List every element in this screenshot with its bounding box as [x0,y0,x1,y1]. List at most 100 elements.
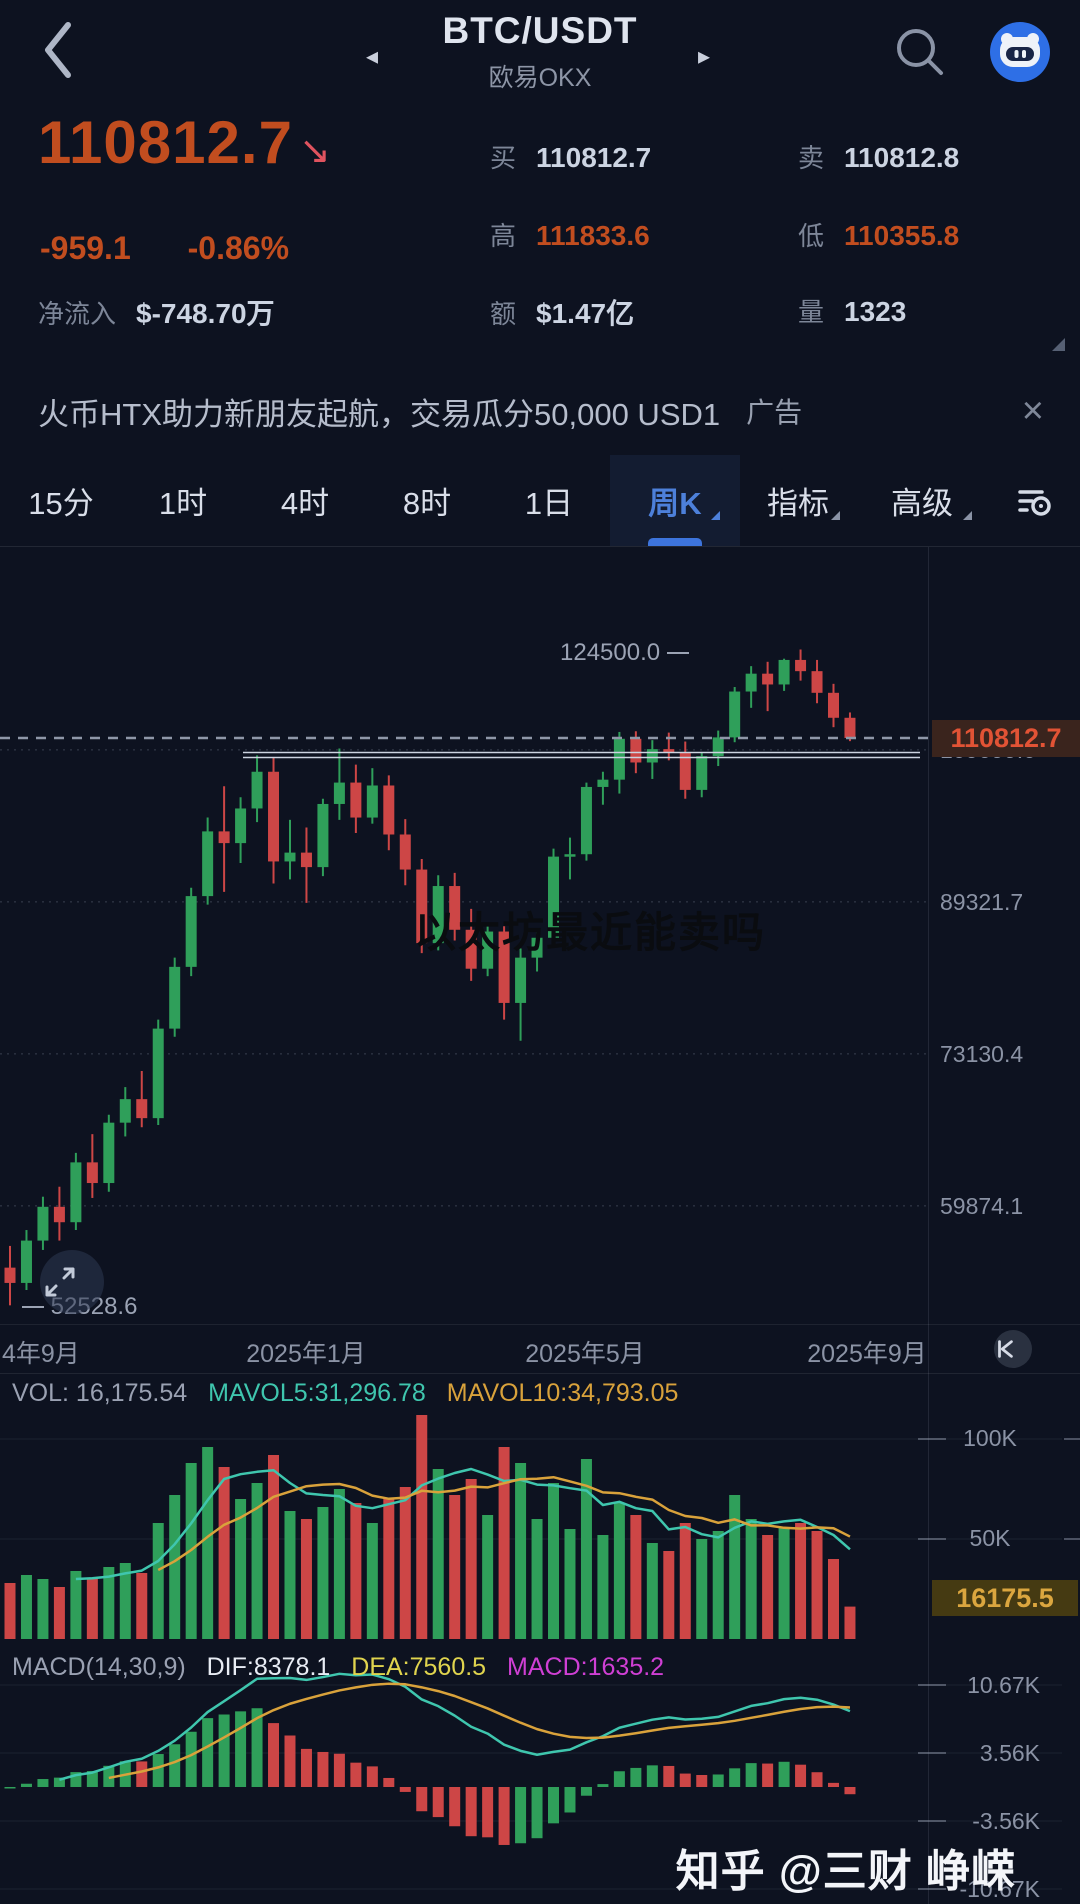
volume-bars-layer [4,1415,856,1639]
search-icon [897,29,943,75]
mavol10-value: MAVOL10:34,793.05 [446,1379,679,1407]
date-axis-label: 4年9月 [2,1340,80,1368]
macd-value: MACD:1635.2 [507,1653,665,1681]
low-stat: 低 110355.8 [798,216,959,253]
volume-axis-label: 100K [963,1425,1017,1451]
tab-指标[interactable]: 指标 [740,455,856,546]
last-price: 110812.7 ↘ [38,108,332,177]
macd-axis-label: -3.56K [972,1808,1040,1835]
chart-area: 124500.0 52528.6 110812.7 以太坊最近能卖吗 VOL: … [0,546,1080,1904]
price-change-row: -959.1 -0.86% [40,230,337,267]
ask-stat: 卖 110812.8 [798,138,959,175]
dropdown-corner-icon [711,511,720,520]
jump-to-latest-button[interactable] [994,1330,1032,1368]
amount-label: 额 [490,299,517,329]
volume-pane[interactable] [0,1374,1080,1646]
assistant-button[interactable] [988,20,1052,84]
tab-1日[interactable]: 1日 [488,455,610,546]
volume-badge: 16175.5 [932,1580,1078,1616]
price-summary: 110812.7 ↘ -959.1 -0.86% 净流入 $-748.70万 买 11… [0,100,1080,375]
ad-text: 火币HTX助力新朋友起航，交易瓜分50,000 USD1 [38,396,721,432]
dif-line [59,1672,851,1781]
price-change: -959.1 [40,230,131,266]
date-axis-label: 2025年1月 [246,1340,366,1368]
dropdown-corner-icon [831,511,840,520]
volume-header: VOL: 16,175.54 MAVOL5:31,296.78 MAVOL10:… [12,1379,692,1408]
indicator-settings-button[interactable] [988,455,1080,546]
next-pair-arrow[interactable]: ▸ [698,43,711,70]
tab-label: 高级 [891,486,953,521]
overlay-watermark-text: 以太坊最近能卖吗 [413,909,766,956]
dea-value: DEA:7560.5 [351,1653,487,1681]
low-value: 110355.8 [844,220,960,251]
volume-axis-label: 50K [969,1525,1011,1551]
dea-line [108,1682,851,1780]
date-axis-label: 2025年9月 [807,1340,927,1368]
tab-label: 15分 [28,486,94,521]
high-value: 111833.6 [536,220,650,251]
ask-label: 卖 [798,143,825,173]
tab-周K[interactable]: 周K [610,455,740,546]
net-inflow-label: 净流入 [38,299,117,329]
pair-title-group: ◂ BTC/USDT ▸ 欧易OKX [0,10,1080,94]
price-direction-icon: ↘ [298,130,332,172]
tab-高级[interactable]: 高级 [856,455,988,546]
date-axis-label: 2025年5月 [525,1340,645,1368]
tab-label: 周K [648,486,702,521]
macd-axis-label: 10.67K [967,1671,1040,1698]
skip-to-start-icon [998,1340,1013,1358]
macd-histogram-layer [4,1708,856,1845]
timeframe-tab-bar: 15分 1时 4时 8时 1日 周K 指标 高级 [0,455,1080,546]
net-inflow: 净流入 $-748.70万 [38,292,275,332]
last-price-badge: 110812.7 [932,720,1080,757]
price-axis-label: 73130.4 [940,1040,1024,1067]
macd-axis-label: -10.67K [959,1876,1040,1902]
macd-axis-label: 3.56K [979,1739,1040,1766]
tab-4时[interactable]: 4时 [244,455,366,546]
selected-tab-underline [648,538,702,546]
high-stat: 高 111833.6 [490,216,650,253]
macd-pane[interactable] [0,1646,1080,1904]
high-label: 高 [490,221,517,251]
bid-value: 110812.7 [536,142,652,173]
high-price-marker: 124500.0 [560,639,689,667]
axis-separator-line [928,547,929,1904]
back-button[interactable] [28,12,88,88]
tab-8时[interactable]: 8时 [366,455,488,546]
tab-1时[interactable]: 1时 [122,455,244,546]
date-axis [0,1324,1080,1374]
tab-label: 指标 [767,486,829,521]
chevron-left-icon [45,22,71,78]
tab-15分[interactable]: 15分 [0,455,122,546]
search-button[interactable] [888,20,952,84]
tab-label: 8时 [402,486,452,521]
volume-value: 1323 [844,296,907,327]
low-label: 低 [798,221,825,251]
high-price-marker-value: 124500.0 [560,639,661,666]
candles-layer [4,649,856,1306]
prev-pair-arrow[interactable]: ◂ [366,43,379,70]
price-axis-label: 89321.7 [940,888,1024,915]
ad-close-icon[interactable]: × [1021,390,1044,432]
mavol5-value: MAVOL5:31,296.78 [208,1379,426,1407]
volume-stat: 量 1323 [798,292,906,329]
ad-tag: 广告 [746,397,803,428]
amount-value: $1.47亿 [536,298,635,329]
volume-label: 量 [798,297,825,327]
price-change-pct: -0.86% [187,230,290,266]
expand-chart-button[interactable] [40,1250,104,1314]
zhihu-credit-watermark: 知乎 @三财 峥嵘 [675,1847,1016,1896]
bid-stat: 买 110812.7 [490,138,651,175]
net-inflow-value: $-748.70万 [136,298,275,329]
vol-value: VOL: 16,175.54 [12,1379,188,1407]
exchange-subtitle: 欧易OKX [488,64,592,92]
robot-icon [990,22,1050,82]
tab-label: 1日 [524,486,574,521]
price-axis-label: 59874.1 [940,1192,1024,1219]
ad-banner[interactable]: 火币HTX助力新朋友起航，交易瓜分50,000 USD1 广告 × [0,375,1080,447]
candlestick-chart[interactable] [0,547,1080,1324]
amount-stat: 额 $1.47亿 [490,292,634,332]
last-price-value: 110812.7 [38,109,293,176]
expand-stats-triangle[interactable] [1052,338,1065,351]
bid-label: 买 [490,143,517,173]
